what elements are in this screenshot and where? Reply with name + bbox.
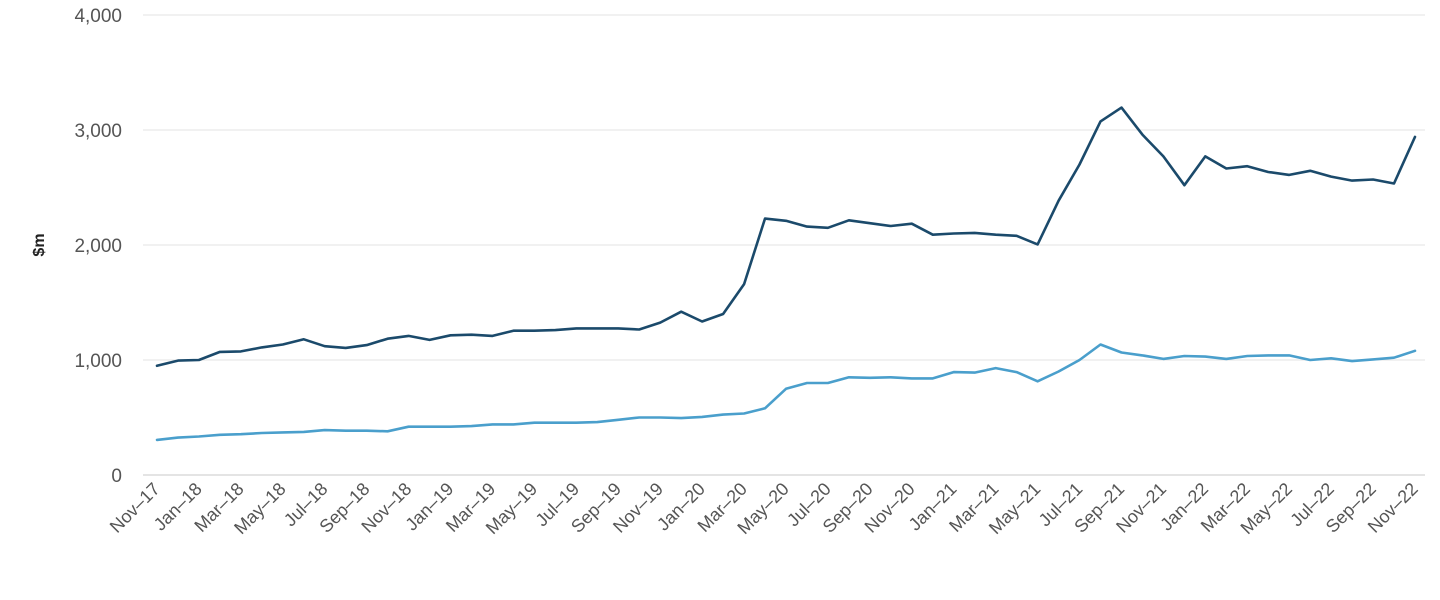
series-lines bbox=[155, 106, 1417, 442]
y-tick-label: 1,000 bbox=[74, 351, 122, 372]
y-tick-label: 4,000 bbox=[74, 6, 122, 27]
y-axis-ticks: 0 1,000 2,000 3,000 4,000 bbox=[74, 6, 122, 487]
y-tick-label: 0 bbox=[111, 466, 122, 487]
grid-lines bbox=[143, 14, 1425, 476]
y-tick-label: 3,000 bbox=[74, 121, 122, 142]
series-line-1 bbox=[155, 106, 1417, 368]
x-tick-label: Nov–17 bbox=[106, 479, 164, 537]
series-line-2 bbox=[155, 343, 1417, 442]
x-axis-ticks: Nov–17Jan–18Mar–18May–18Jul–18Sep–18Nov–… bbox=[106, 479, 1422, 538]
y-axis-label: $m bbox=[31, 233, 48, 256]
y-tick-label: 2,000 bbox=[74, 236, 122, 257]
